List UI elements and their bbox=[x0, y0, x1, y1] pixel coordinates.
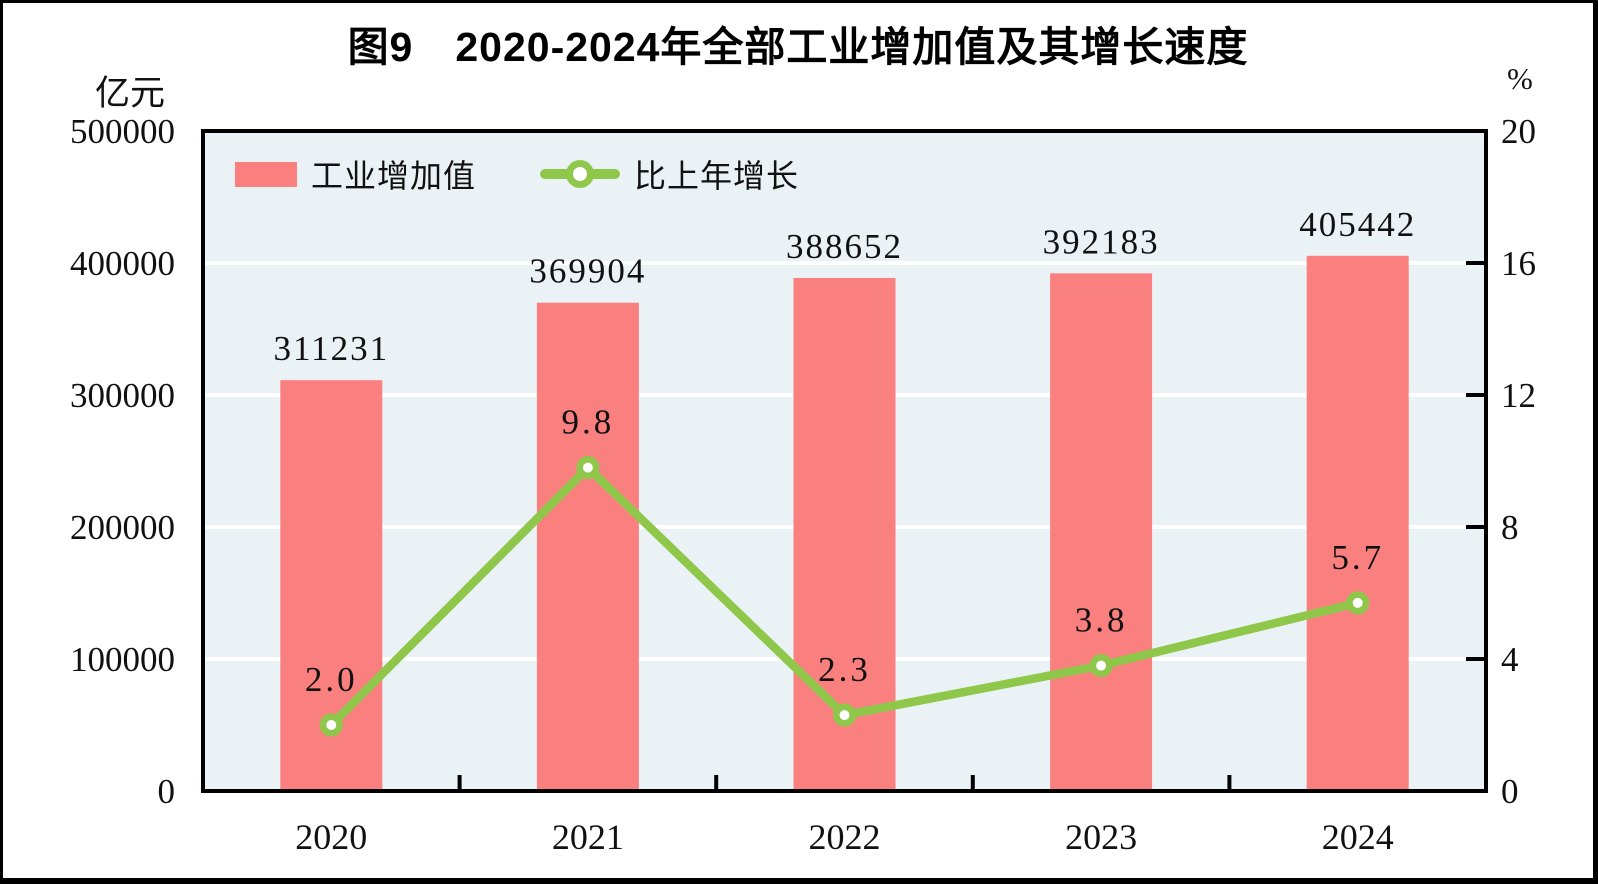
right-axis-tick-label-4: 4 bbox=[1501, 640, 1519, 679]
bar-value-label-2022: 388652 bbox=[786, 227, 903, 266]
left-axis-tick-label-100000: 100000 bbox=[70, 640, 175, 679]
plot-border bbox=[201, 129, 1488, 793]
left-axis-tick-label-300000: 300000 bbox=[70, 376, 175, 415]
chart-legend: 工业增加值 比上年增长 bbox=[235, 151, 799, 197]
bar-value-label-2020: 311231 bbox=[273, 329, 389, 368]
x-axis-label-2022: 2022 bbox=[809, 817, 881, 857]
right-axis-tick-label-0: 0 bbox=[1501, 772, 1519, 811]
line-value-label-2022: 2.3 bbox=[818, 650, 871, 689]
line-series-label: 比上年增长 bbox=[634, 158, 800, 194]
legend-item-line-series: 比上年增长 bbox=[540, 151, 799, 197]
bar-series-swatch bbox=[235, 161, 297, 187]
bar-series-label: 工业增加值 bbox=[311, 158, 477, 194]
line-value-label-2023: 3.8 bbox=[1075, 601, 1128, 640]
line-marker-2024 bbox=[1346, 591, 1370, 615]
legend-item-bar-series: 工业增加值 bbox=[235, 151, 476, 197]
bar-2021 bbox=[536, 302, 639, 791]
bar-value-label-2021: 369904 bbox=[529, 252, 646, 291]
line-value-label-2024: 5.7 bbox=[1331, 538, 1384, 577]
left-axis-tick-label-0: 0 bbox=[158, 772, 176, 811]
right-axis-unit-label: % bbox=[1507, 61, 1533, 96]
x-axis-label-2021: 2021 bbox=[552, 817, 624, 857]
left-axis-tick-label-200000: 200000 bbox=[70, 508, 175, 547]
line-marker-2021 bbox=[576, 456, 600, 480]
chart-title: 图9 2020-2024年全部工业增加值及其增长速度 bbox=[347, 24, 1249, 70]
right-axis-tick-label-12: 12 bbox=[1501, 376, 1536, 415]
bar-value-label-2023: 392183 bbox=[1043, 222, 1160, 261]
x-axis-label-2020: 2020 bbox=[295, 817, 367, 857]
line-marker-icon bbox=[566, 160, 595, 188]
right-axis-tick-label-16: 16 bbox=[1501, 244, 1536, 283]
line-value-label-2020: 2.0 bbox=[305, 660, 358, 699]
line-marker-2023 bbox=[1089, 653, 1113, 678]
left-axis-tick-label-500000: 500000 bbox=[70, 112, 175, 151]
bar-2023 bbox=[1050, 273, 1153, 791]
line-value-label-2021: 9.8 bbox=[562, 403, 615, 442]
x-axis-label-2023: 2023 bbox=[1065, 817, 1137, 857]
bar-value-label-2024: 405442 bbox=[1299, 205, 1416, 244]
right-axis-tick-label-20: 20 bbox=[1501, 112, 1536, 151]
bar-2024 bbox=[1306, 255, 1409, 792]
chart-canvas: 311231 369904 388652 392183 405442 2.0 9.8 2.3 3… bbox=[70, 112, 1536, 857]
left-axis-tick-label-400000: 400000 bbox=[70, 244, 175, 283]
line-series-sample bbox=[540, 160, 621, 188]
line-marker-2020 bbox=[319, 713, 343, 737]
line-marker-2022 bbox=[832, 703, 857, 727]
x-axis-label-2024: 2024 bbox=[1322, 817, 1394, 857]
right-axis-tick-label-8: 8 bbox=[1501, 508, 1519, 547]
left-axis-unit-label: 亿元 bbox=[95, 74, 166, 113]
